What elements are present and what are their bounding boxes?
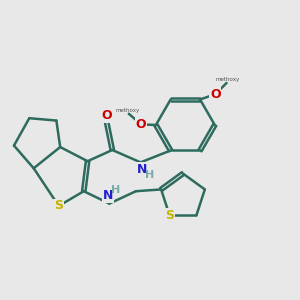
Text: H: H [146, 170, 154, 180]
Text: N: N [137, 163, 147, 176]
Text: methoxy: methoxy [116, 108, 140, 113]
Text: S: S [165, 208, 174, 222]
Text: O: O [136, 118, 146, 131]
Text: methoxy: methoxy [216, 77, 240, 82]
Text: H: H [111, 185, 121, 195]
Text: S: S [54, 200, 63, 212]
Text: N: N [103, 189, 113, 202]
Text: O: O [101, 109, 112, 122]
Text: O: O [210, 88, 221, 101]
